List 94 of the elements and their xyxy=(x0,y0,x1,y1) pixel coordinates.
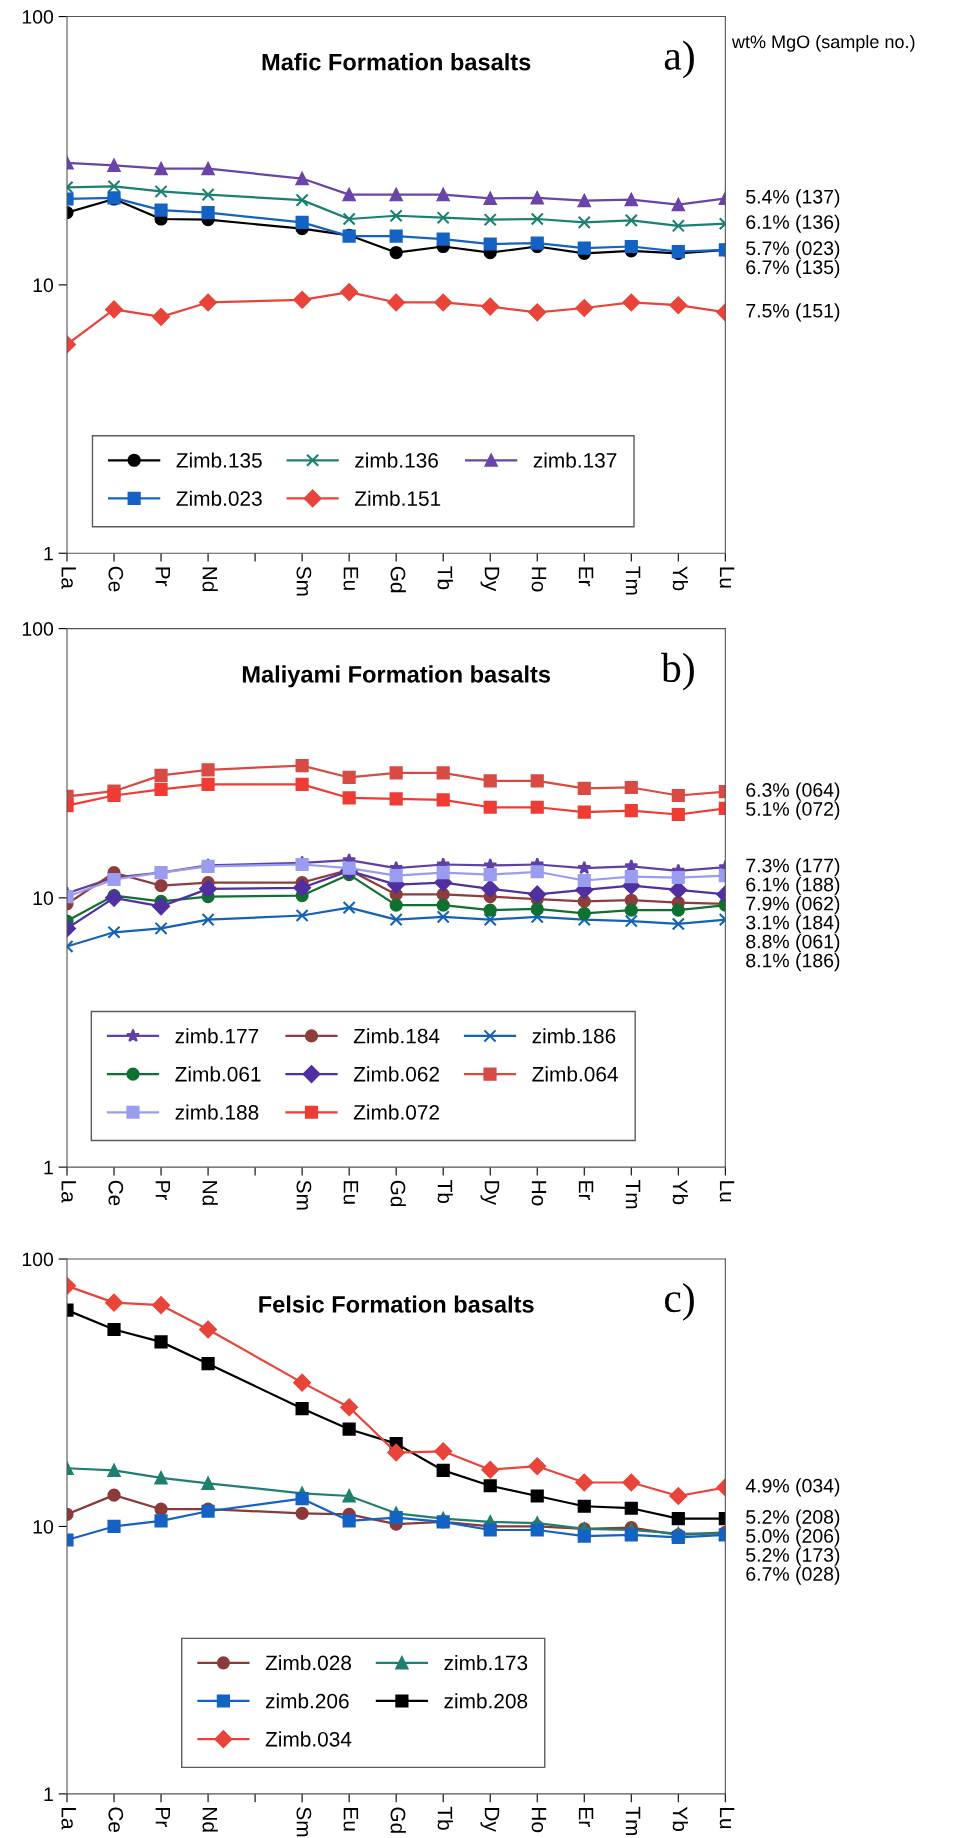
text: Maliyami Formation basalts xyxy=(242,665,551,688)
annotation: 5.1% (072) xyxy=(746,801,840,820)
legend-label: Zimb.023 xyxy=(176,490,262,506)
x-tick-label: Er xyxy=(578,1181,594,1201)
x-tick-label: La xyxy=(61,1181,76,1203)
annotation: a) xyxy=(664,40,694,79)
annotation: 5.4% (137) xyxy=(746,189,840,208)
x-tick-label: Tb xyxy=(437,566,453,590)
y-tick-label: 1 xyxy=(44,546,53,561)
legend-label: zimb.186 xyxy=(532,1028,616,1044)
text: Felsic Formation basalts xyxy=(259,1295,534,1313)
x-tick-label: Er xyxy=(578,1808,594,1827)
legend-label: zimb.208 xyxy=(444,1693,528,1709)
annotation: 8.8% (061) xyxy=(746,934,840,953)
x-tick-label: Gd xyxy=(390,566,406,593)
x-tick-label: Tb xyxy=(437,1180,453,1204)
x-tick-label: La xyxy=(61,567,76,589)
x-tick-label: Ho xyxy=(531,1181,547,1206)
x-tick-label: La xyxy=(61,1808,76,1830)
annotation: 6.1% (188) xyxy=(746,877,840,896)
x-tick-label: Lu xyxy=(719,1181,735,1202)
x-tick-label: Yb xyxy=(672,1180,689,1205)
x-tick-label: Ce xyxy=(108,1807,124,1833)
legend-label: Zimb.061 xyxy=(175,1066,261,1082)
x-tick-label: Nd xyxy=(202,567,218,592)
x-tick-label: Lu xyxy=(719,567,735,588)
annotation: b) xyxy=(661,652,694,691)
y-tick-label: 1 xyxy=(44,1787,53,1801)
x-tick-label: Sm xyxy=(296,566,312,596)
x-tick-label: Tm xyxy=(625,566,641,595)
annotation: 5.7% (023) xyxy=(746,240,840,259)
x-tick-label: Lu xyxy=(719,1808,735,1829)
annotation: 6.7% (028) xyxy=(746,1566,840,1585)
annotation: 7.5% (151) xyxy=(746,303,840,322)
legend-label: Zimb.151 xyxy=(354,490,441,506)
x-tick-label: Pr xyxy=(155,1808,170,1827)
annotation: 6.7% (135) xyxy=(746,259,840,278)
x-tick-label: Dy xyxy=(480,567,500,592)
x-tick-label: Gd xyxy=(390,1807,406,1833)
annotation: c) xyxy=(664,1282,694,1321)
x-tick-label: Ho xyxy=(531,1808,547,1833)
x-tick-label: Tm xyxy=(625,1180,641,1209)
x-tick-label: Ho xyxy=(531,567,547,592)
legend-label: Zimb.184 xyxy=(353,1028,440,1044)
legend-label: Zimb.062 xyxy=(353,1066,439,1082)
x-tick-label: Ce xyxy=(108,1180,124,1206)
x-tick-label: Tb xyxy=(437,1806,453,1830)
annotation: 5.0% (206) xyxy=(746,1528,840,1547)
x-tick-label: Tm xyxy=(625,1806,641,1836)
legend-label: Zimb.135 xyxy=(176,452,262,468)
x-tick-label: Ce xyxy=(108,566,124,592)
annotation: 3.1% (184) xyxy=(746,915,840,934)
x-tick-label: Sm xyxy=(296,1180,312,1210)
legend-label: zimb.188 xyxy=(175,1104,259,1120)
x-tick-label: Dy xyxy=(480,1808,500,1832)
legend-label: Zimb.028 xyxy=(265,1655,352,1671)
legend-label: zimb.136 xyxy=(355,452,438,468)
annotation: 5.2% (208) xyxy=(746,1509,840,1528)
x-tick-label: Nd xyxy=(202,1808,218,1832)
legend-label: Zimb.034 xyxy=(265,1731,352,1747)
legend-label: zimb.177 xyxy=(175,1028,259,1044)
x-tick-label: Sm xyxy=(296,1807,312,1837)
annotation: 6.3% (064) xyxy=(746,782,840,801)
y-tick-label: 10 xyxy=(33,1519,54,1534)
y-tick-label: 100 xyxy=(22,1252,54,1267)
x-tick-label: Yb xyxy=(672,1806,689,1831)
text: Mafic Formation basalts xyxy=(262,53,531,71)
x-tick-label: Pr xyxy=(155,1181,170,1201)
text: wt% MgO (sample no.) xyxy=(731,34,915,52)
annotation: 7.9% (062) xyxy=(746,896,840,915)
x-tick-label: Yb xyxy=(672,566,689,591)
x-tick-label: Gd xyxy=(390,1180,406,1207)
legend-label: zimb.173 xyxy=(444,1655,528,1671)
x-tick-label: Eu xyxy=(343,567,359,590)
x-tick-label: Pr xyxy=(155,567,170,587)
legend-label: Zimb.064 xyxy=(532,1066,618,1082)
annotation: 4.9% (034) xyxy=(745,1478,840,1497)
legend-label: Zimb.072 xyxy=(353,1104,439,1120)
annotation: 7.3% (177) xyxy=(746,858,840,877)
x-tick-label: Eu xyxy=(343,1808,359,1831)
x-tick-label: Er xyxy=(578,567,594,587)
y-tick-label: 1 xyxy=(44,1160,53,1175)
y-tick-label: 10 xyxy=(33,891,54,906)
annotation: 6.1% (136) xyxy=(746,214,840,233)
y-tick-label: 100 xyxy=(22,622,54,636)
annotation: 8.1% (186) xyxy=(746,953,840,972)
legend-label: zimb.137 xyxy=(533,452,617,468)
x-tick-label: Nd xyxy=(202,1181,218,1205)
x-tick-label: Eu xyxy=(343,1181,359,1204)
x-tick-label: Dy xyxy=(480,1181,500,1206)
y-tick-label: 10 xyxy=(33,278,54,293)
y-tick-label: 100 xyxy=(22,10,54,24)
legend-label: zimb.206 xyxy=(265,1693,349,1709)
annotation: 5.2% (173) xyxy=(746,1547,840,1566)
